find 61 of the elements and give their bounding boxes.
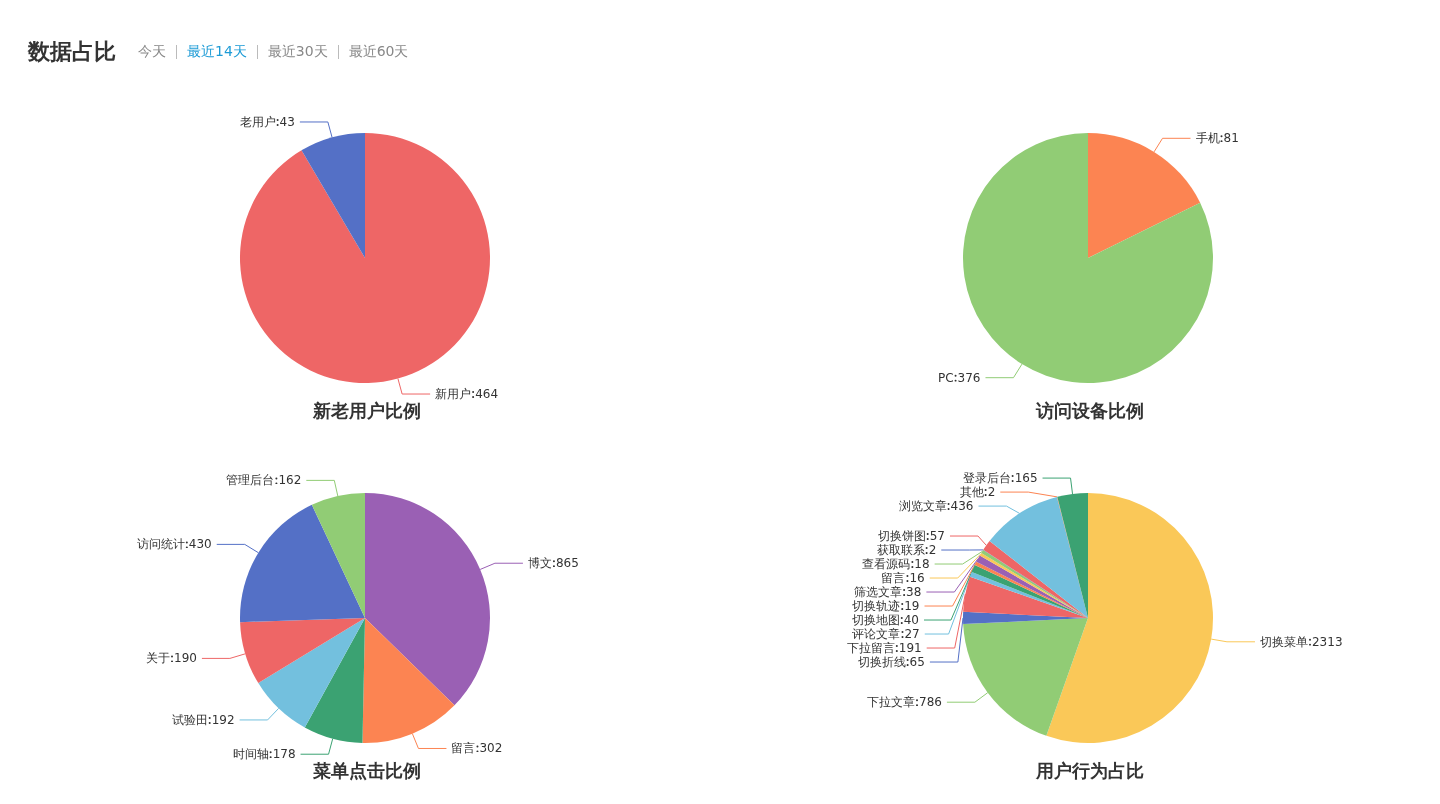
slice-label: 查看源码 (862, 557, 911, 572)
data-label: 464 (475, 387, 499, 402)
data-label: 865 (555, 556, 579, 571)
data-label: 16 (909, 571, 925, 586)
slice-label: 筛选文章 (854, 585, 903, 600)
slice-label: 切换折线 (857, 655, 906, 670)
text: 用户行为占比 (1034, 759, 1144, 781)
slice-label: 其他 (959, 485, 984, 500)
data-label: 162 (278, 473, 302, 488)
data-label: 430 (188, 537, 212, 552)
data-label: 376 (957, 370, 981, 385)
slice-label: 下拉文章 (867, 695, 915, 710)
text: 最近30天 (267, 43, 328, 61)
data-label: 190 (174, 651, 197, 666)
data-label: 165 (1014, 471, 1038, 486)
slice-label: 获取联系 (876, 543, 925, 558)
slice-label: 切换地图 (851, 613, 900, 628)
text: 最近60天 (348, 43, 409, 61)
slice-label: 时间轴 (232, 747, 269, 762)
slice-label: 浏览文章 (898, 499, 947, 514)
slice-label: 切换轨迹 (852, 599, 901, 614)
data-label: 40 (903, 613, 920, 628)
data-label: 27 (904, 627, 920, 642)
text: 数据占比 (28, 38, 116, 66)
slice-label: 留言 (881, 571, 906, 586)
data-label: 178 (272, 747, 296, 762)
data-label: 65 (909, 655, 925, 670)
slice-label: 老用户 (239, 114, 276, 129)
data-label: 2 (928, 543, 937, 558)
text: 访问设备比例 (1034, 399, 1144, 421)
slice-label: 下拉留言 (846, 641, 895, 656)
slice-label: 管理后台 (226, 473, 275, 488)
slice-label: 手机 (1195, 131, 1220, 146)
data-label: 192 (211, 712, 235, 727)
data-label: 43 (279, 114, 295, 129)
data-label: 19 (904, 599, 920, 614)
data-label: 38 (906, 585, 922, 600)
text: 最近14天 (187, 43, 247, 61)
text: 菜单点击比例 (311, 759, 421, 781)
data-label: 191 (898, 641, 922, 656)
data-label: 57 (929, 529, 945, 544)
slice-label: 评论文章 (852, 627, 901, 642)
data-label: 81 (1223, 131, 1239, 146)
data-label: 18 (914, 557, 930, 572)
slice-label: 访问统计 (136, 537, 185, 552)
data-label: 436 (950, 499, 974, 514)
slice-label: 试验田 (171, 712, 208, 727)
slice-label: 新用户 (435, 387, 472, 402)
slice-label: 关于 (146, 651, 171, 666)
text: 新老用户比例 (311, 399, 421, 421)
slice-label: 切换菜单 (1259, 634, 1308, 649)
slice-label: 切换饼图 (877, 529, 926, 544)
slice-label: 登录后台 (962, 471, 1011, 486)
text: 今天 (138, 43, 166, 61)
data-label: 2 (987, 485, 996, 500)
slice-label: PC (937, 370, 954, 385)
data-label: 2313 (1311, 634, 1343, 649)
slice-label: 留言 (451, 741, 476, 756)
data-label: 302 (479, 741, 503, 756)
slice-label: 博文 (527, 556, 552, 571)
data-label: 786 (919, 695, 942, 710)
